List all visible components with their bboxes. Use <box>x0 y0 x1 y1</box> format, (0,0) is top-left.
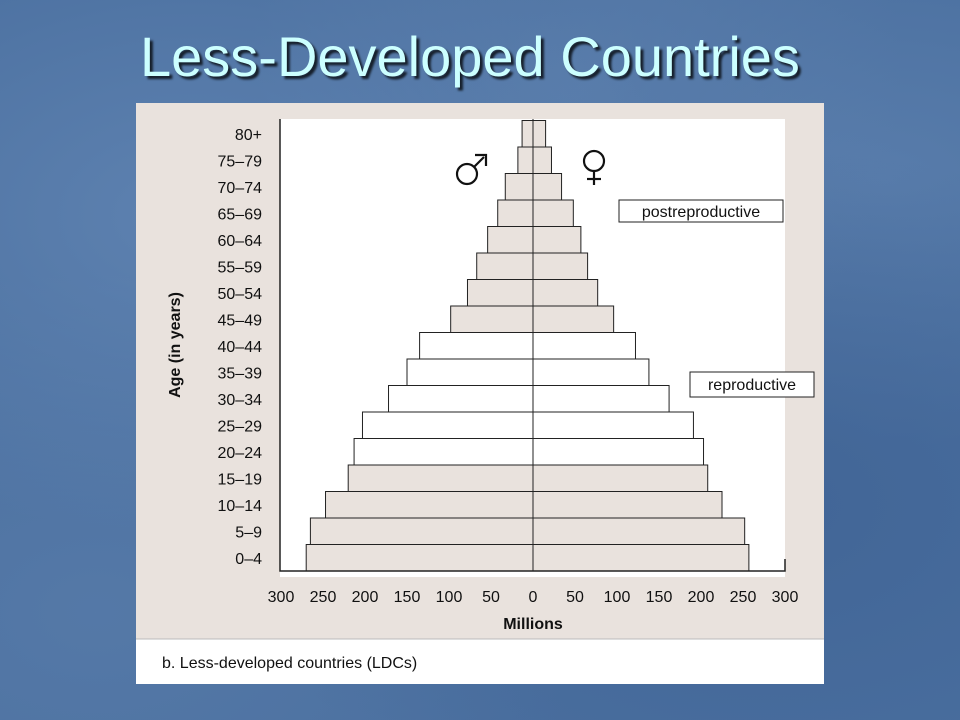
bar-female-12 <box>532 226 582 254</box>
bar-male-10 <box>466 279 534 307</box>
bar-female-8 <box>532 332 636 360</box>
bar-female-15 <box>532 146 552 174</box>
y-tick-label-6: 30–34 <box>218 392 263 409</box>
bar-male-1 <box>309 517 534 545</box>
bar-male-12 <box>487 226 534 254</box>
bar-male-3 <box>347 464 534 492</box>
y-tick-label-7: 35–39 <box>218 365 263 382</box>
bar-male-2 <box>325 491 534 519</box>
bar-female-14 <box>532 173 563 201</box>
reproductive-box <box>689 371 815 398</box>
bar-female-0 <box>532 544 750 572</box>
x-tick-label-4: 100 <box>436 589 463 606</box>
bar-female-2 <box>532 491 723 519</box>
bar-male-7 <box>406 358 534 386</box>
bar-female-16 <box>532 120 547 148</box>
x-tick-label-11: 250 <box>730 589 757 606</box>
x-tick-label-0: 300 <box>268 589 295 606</box>
bar-male-14 <box>504 173 534 201</box>
x-tick-label-2: 200 <box>352 589 379 606</box>
y-tick-label-9: 45–49 <box>218 312 263 329</box>
axis-frame <box>279 119 786 572</box>
x-tick-label-1: 250 <box>310 589 337 606</box>
bar-male-4 <box>353 438 534 466</box>
y-tick-label-0: 0–4 <box>235 551 262 568</box>
y-tick-label-15: 75–79 <box>218 153 263 170</box>
bar-female-9 <box>532 305 615 333</box>
bar-male-15 <box>517 146 534 174</box>
bar-male-0 <box>305 544 534 572</box>
bar-female-11 <box>532 252 589 280</box>
bar-male-13 <box>497 199 534 227</box>
y-axis-label: Age (in years) <box>167 292 184 398</box>
y-tick-label-11: 55–59 <box>218 259 263 276</box>
bar-male-16 <box>521 120 534 148</box>
bar-male-9 <box>450 305 534 333</box>
y-tick-label-2: 10–14 <box>218 498 263 515</box>
bar-female-4 <box>532 438 705 466</box>
y-tick-label-10: 50–54 <box>218 286 263 303</box>
bar-female-7 <box>532 358 650 386</box>
y-tick-label-14: 70–74 <box>218 180 263 197</box>
postreproductive-box <box>618 199 784 223</box>
y-tick-label-4: 20–24 <box>218 445 263 462</box>
y-tick-label-16: 80+ <box>235 127 262 144</box>
y-tick-label-5: 25–29 <box>218 418 263 435</box>
y-tick-label-13: 65–69 <box>218 206 263 223</box>
x-tick-label-8: 100 <box>604 589 631 606</box>
bar-male-8 <box>419 332 534 360</box>
bar-female-5 <box>532 411 694 439</box>
x-tick-label-5: 50 <box>482 589 500 606</box>
bar-female-10 <box>532 279 599 307</box>
x-tick-label-3: 150 <box>394 589 421 606</box>
bar-female-6 <box>532 385 670 413</box>
reproductive-label: reproductive <box>708 377 796 394</box>
x-axis-label: Millions <box>503 616 563 633</box>
bar-female-3 <box>532 464 709 492</box>
postreproductive-label: postreproductive <box>642 204 760 221</box>
population-pyramid-chart: 0–4 5–9 10–14 15–19 20–24 25–29 30–34 35–39 40–4… <box>136 103 824 672</box>
y-tick-label-12: 60–64 <box>218 233 263 250</box>
y-tick-label-1: 5–9 <box>235 524 262 541</box>
bar-male-6 <box>388 385 534 413</box>
bar-female-1 <box>532 517 746 545</box>
x-tick-label-6: 0 <box>529 589 538 606</box>
female-symbol-icon <box>582 149 606 185</box>
slide-title: Less-Developed Countries <box>140 25 800 88</box>
figure-panel: 0–4 5–9 10–14 15–19 20–24 25–29 30–34 35–39 40–4… <box>136 103 824 684</box>
x-tick-label-10: 200 <box>688 589 715 606</box>
bar-male-5 <box>361 411 534 439</box>
x-tick-label-7: 50 <box>566 589 584 606</box>
figure-caption: b. Less-developed countries (LDCs) <box>162 655 417 672</box>
x-tick-label-9: 150 <box>646 589 673 606</box>
bar-female-13 <box>532 199 574 227</box>
x-tick-label-12: 300 <box>772 589 799 606</box>
bar-male-11 <box>476 252 534 280</box>
y-tick-label-8: 40–44 <box>218 339 263 356</box>
y-tick-label-3: 15–19 <box>218 471 263 488</box>
male-symbol-icon <box>455 153 488 186</box>
